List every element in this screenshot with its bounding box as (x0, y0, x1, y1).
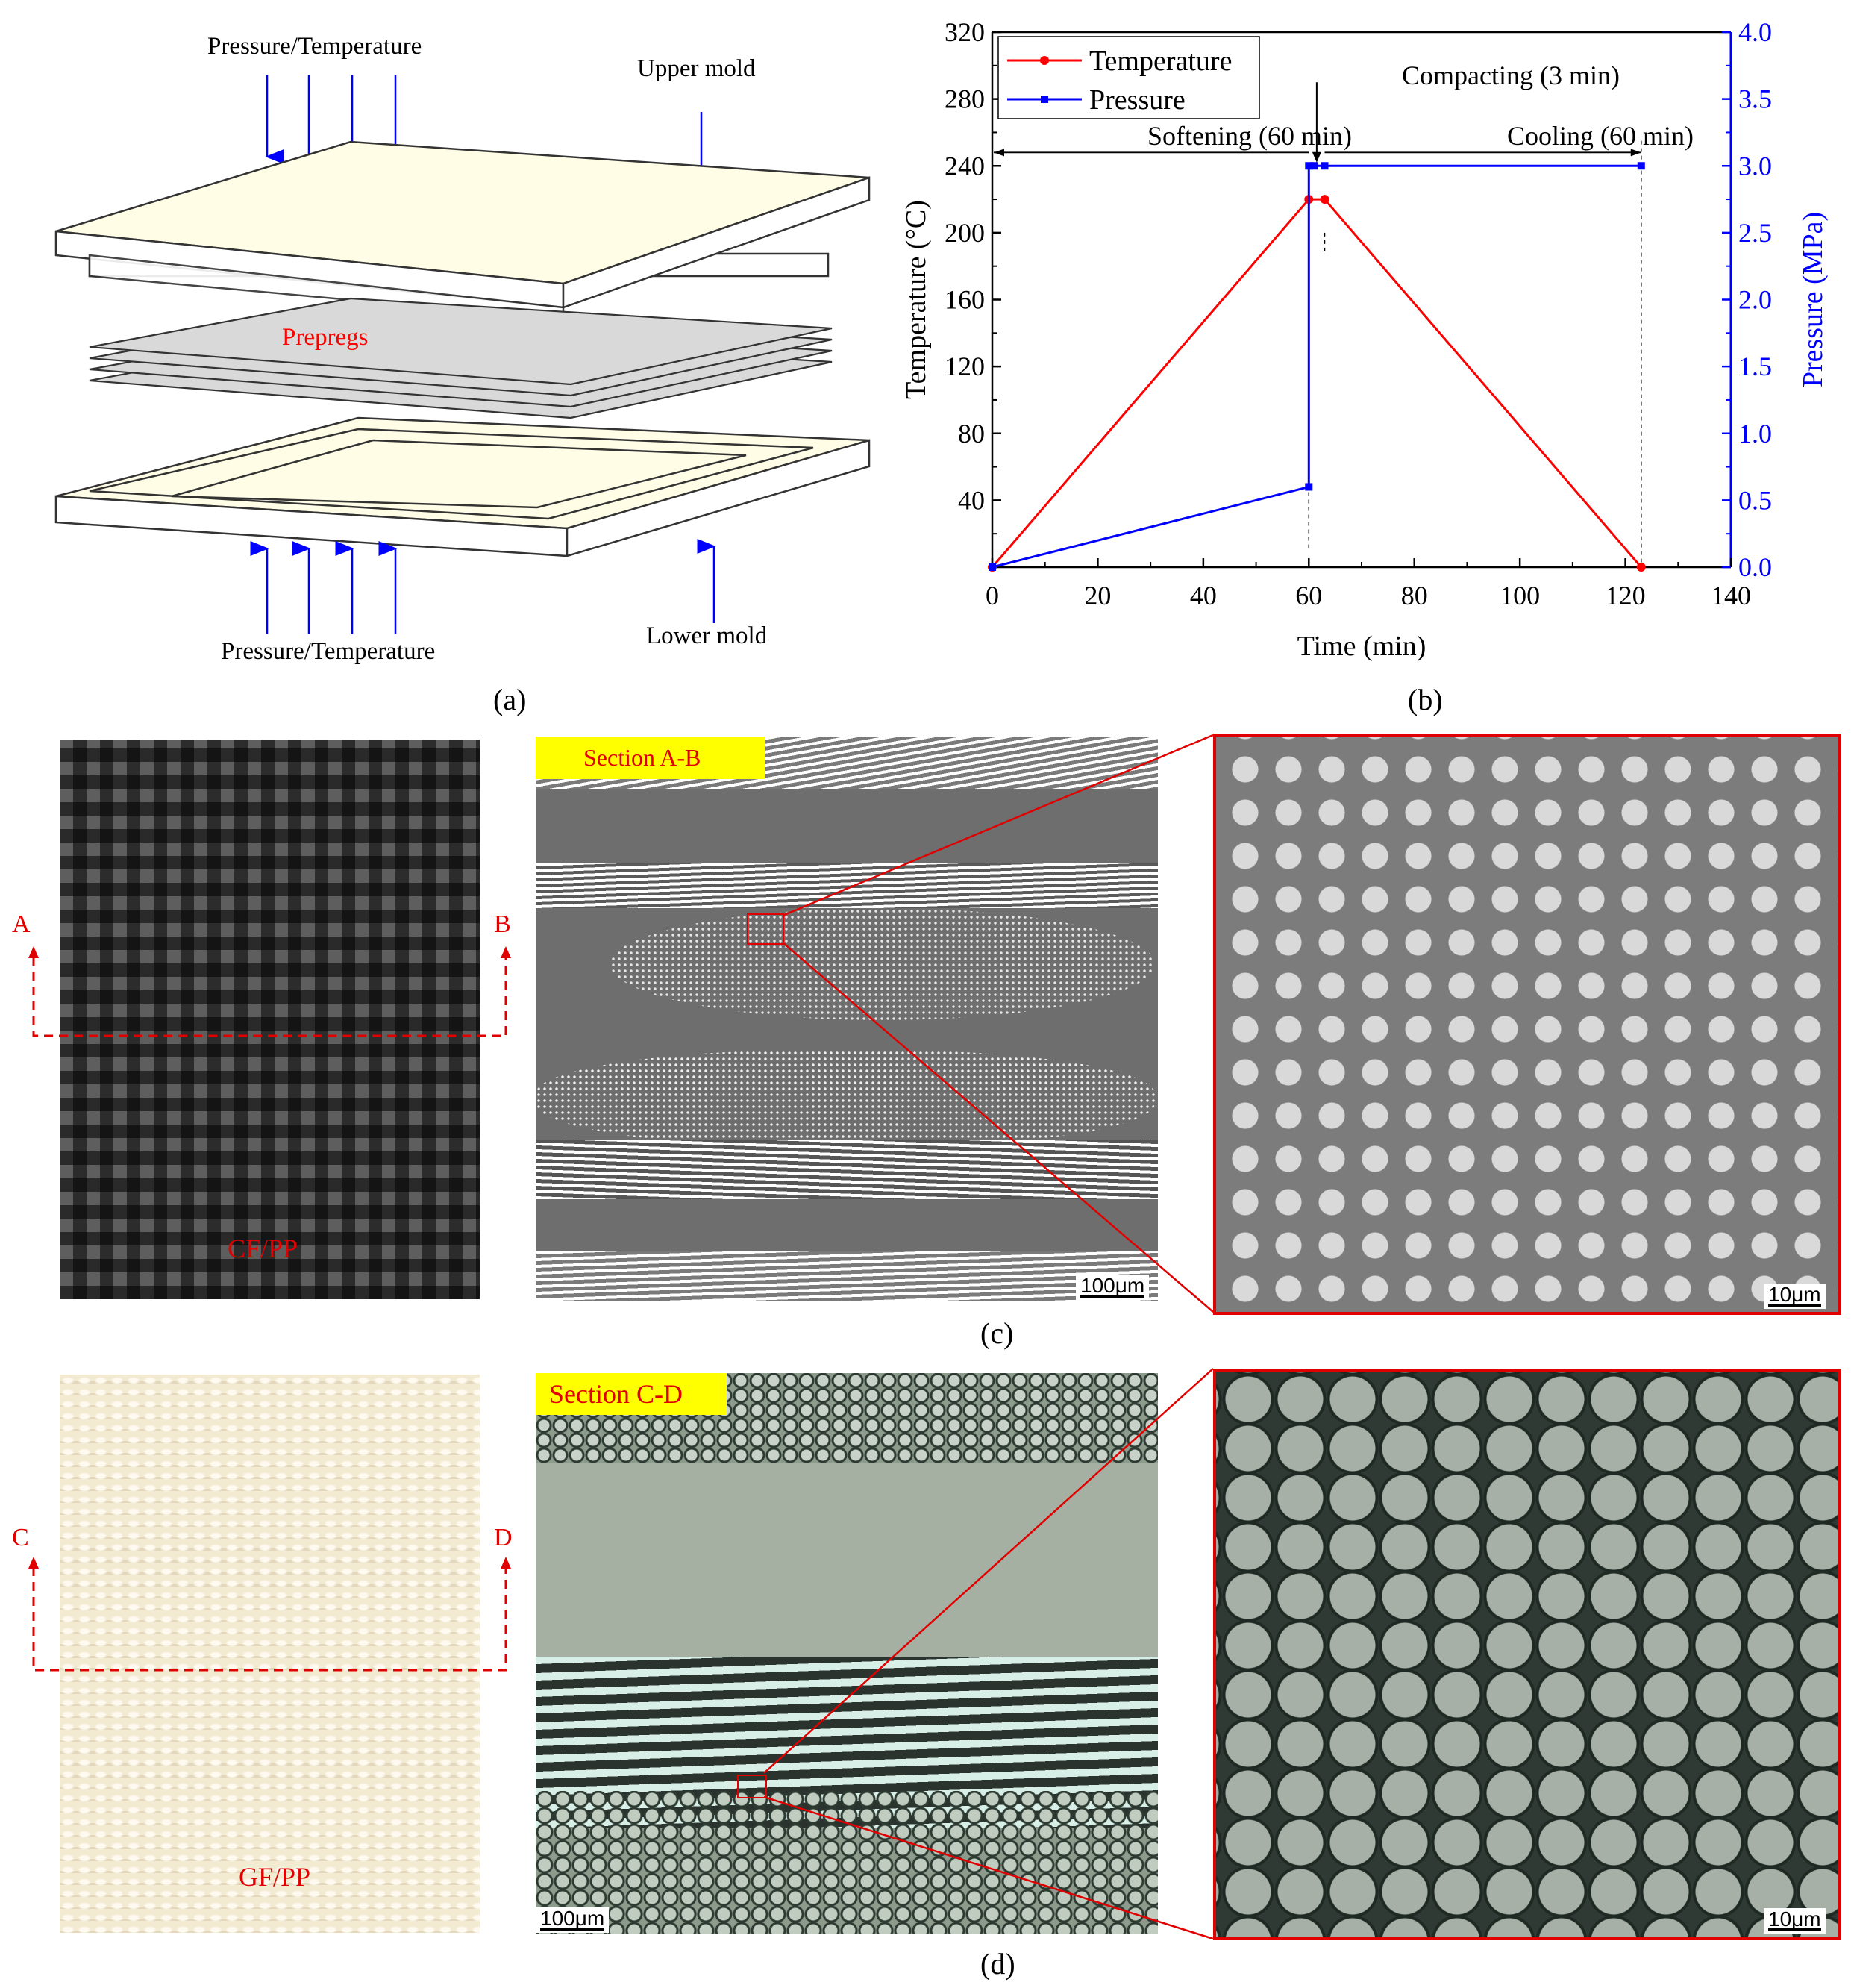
zoom-ab-micrograph (1213, 734, 1841, 1315)
panel-d-caption: (d) (980, 1947, 1015, 1981)
y-right-tick-label: 4.0 (1738, 17, 1772, 47)
x-tick-label: 140 (1711, 581, 1751, 610)
y-left-tick-label: 120 (945, 351, 985, 381)
cf-pp-photo (60, 740, 480, 1299)
data-point-pressure (1310, 162, 1318, 170)
section-d-marker: D (494, 1524, 513, 1551)
legend-marker-pressure (1041, 96, 1048, 103)
top-pressure-arrows (265, 75, 718, 184)
panel-a-caption: (a) (493, 683, 527, 716)
y-left-tick-label: 200 (945, 218, 985, 248)
x-tick-label: 80 (1401, 581, 1428, 610)
data-point-temperature (1320, 195, 1329, 204)
y-right-tick-label: 2.5 (1738, 218, 1772, 248)
prepregs-label: Prepregs (282, 324, 369, 351)
zoom-cd-scale-label: 10μm (1768, 1907, 1821, 1931)
data-point-pressure (989, 563, 996, 571)
gf-pp-photo (60, 1375, 480, 1933)
y-left-tick-label: 240 (945, 151, 985, 181)
y-left-axis-title: Temperature (°C) (901, 200, 932, 399)
zoom-ab-scale-label: 10μm (1768, 1283, 1821, 1306)
y-left-tick-label: 280 (945, 84, 985, 114)
lower-mold (54, 416, 871, 557)
legend-label-pressure: Pressure (1089, 84, 1186, 116)
section-b-marker: B (494, 910, 511, 938)
y-right-tick-label: 3.5 (1738, 84, 1772, 114)
y-left-tick-label: 320 (945, 17, 985, 47)
section-cd-line (28, 1557, 511, 1672)
zoom-lines-c (782, 734, 1214, 1313)
x-tick-label: 0 (986, 581, 999, 610)
y-right-tick-label: 0.5 (1738, 485, 1772, 515)
section-ab-scale-bar: 100μm (1076, 1274, 1150, 1300)
panel-b: 0 20 40 60 80 100 120 140 40 80 120 160 200 240 280 320… (873, 0, 1851, 731)
prepreg-stack (89, 297, 833, 419)
y-right-tick-label: 1.5 (1738, 351, 1772, 381)
pressure-temperature-top-label: Pressure/Temperature (207, 33, 422, 60)
x-tick-label: 60 (1295, 581, 1322, 610)
zoom-ab-scale-bar: 10μm (1764, 1284, 1826, 1309)
data-point-temperature (1636, 563, 1646, 572)
compacting-arrowhead (1312, 151, 1321, 163)
panel-c: CF/PP A B Section A-B 100μm 10μm (c) (0, 731, 1851, 1358)
series-line-temperature (991, 198, 1642, 568)
temperature-pressure-chart: 0 20 40 60 80 100 120 140 40 80 120 160 200 240 280 320… (901, 17, 1829, 662)
data-point-pressure (1305, 483, 1313, 491)
zoom-cd-scale-bar: 10μm (1764, 1908, 1826, 1934)
section-cd-scale-label: 100μm (540, 1907, 605, 1930)
panel-a: Pressure/Temperature Upper mold Prepregs… (0, 0, 880, 716)
gf-pp-label: GF/PP (239, 1862, 311, 1892)
zoom-cd-micrograph (1213, 1369, 1841, 1940)
y-right-tick-label: 2.0 (1738, 285, 1772, 315)
y-right-tick-label: 3.0 (1738, 151, 1772, 181)
y-left-tick-label: 80 (958, 419, 985, 448)
upper-mold (54, 140, 871, 321)
section-ab-line (28, 946, 511, 1037)
zoom-lines-d (763, 1368, 1214, 1940)
series-line-pressure (992, 164, 1641, 569)
compacting-annotation: Compacting (3 min) (1402, 60, 1620, 90)
x-tick-label: 120 (1606, 581, 1646, 610)
panel-c-caption: (c) (980, 1316, 1014, 1350)
upper-mold-label: Upper mold (637, 55, 756, 82)
section-cd-scale-bar: 100μm (536, 1907, 610, 1933)
softening-annotation: Softening (60 min) (1147, 121, 1352, 151)
data-point-pressure (1321, 162, 1329, 170)
y-right-tick-label: 0.0 (1738, 552, 1772, 582)
panel-b-caption: (b) (1408, 683, 1443, 716)
softening-span-arrowhead (994, 149, 1004, 157)
section-ab-label: Section A-B (536, 737, 765, 779)
cf-pp-label: CF/PP (228, 1234, 298, 1263)
legend-marker-temperature (1040, 56, 1049, 65)
x-tick-label: 100 (1500, 581, 1540, 610)
mold-schematic (54, 75, 871, 634)
legend-box (997, 36, 1260, 119)
data-point-pressure (1305, 162, 1313, 170)
legend-label-temperature: Temperature (1089, 46, 1232, 77)
section-cd-label: Section C-D (536, 1373, 727, 1415)
x-axis-title: Time (min) (1297, 631, 1426, 662)
cooling-span-arrowhead (1630, 149, 1641, 157)
panel-d: GF/PP C D Section C-D 100μm 10μm (d) (0, 1358, 1851, 1988)
lower-mold-label: Lower mold (646, 622, 768, 649)
section-a-marker: A (12, 910, 31, 938)
y-right-axis-title: Pressure (MPa) (1797, 212, 1829, 387)
y-right-tick-label: 1.0 (1738, 419, 1772, 448)
bottom-pressure-arrows (250, 539, 716, 634)
section-ab-scale-label: 100μm (1080, 1274, 1145, 1297)
pressure-temperature-bottom-label: Pressure/Temperature (221, 638, 436, 665)
data-point-pressure (1637, 162, 1645, 170)
y-left-tick-label: 160 (945, 285, 985, 315)
section-ab-micrograph (536, 737, 1158, 1301)
y-left-tick-label: 40 (958, 485, 985, 515)
x-tick-label: 20 (1084, 581, 1111, 610)
section-c-marker: C (12, 1524, 29, 1551)
cooling-annotation: Cooling (60 min) (1507, 121, 1694, 151)
x-tick-label: 40 (1190, 581, 1217, 610)
